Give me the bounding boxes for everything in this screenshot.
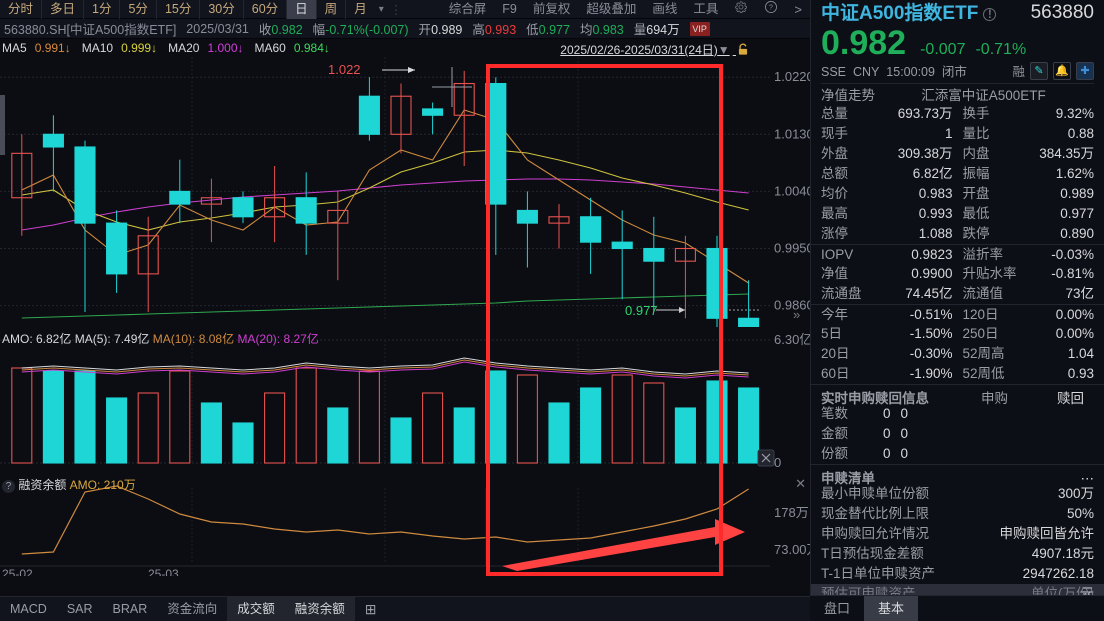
svg-text:1.022: 1.022 — [328, 62, 361, 77]
svg-text:0.977: 0.977 — [625, 303, 658, 318]
svg-text:0: 0 — [774, 455, 781, 470]
svg-text:1.0130: 1.0130 — [774, 126, 810, 141]
svg-text:»: » — [793, 307, 800, 322]
svg-text:73.00万: 73.00万 — [774, 542, 810, 557]
svg-text:0.9860: 0.9860 — [774, 298, 810, 313]
svg-text:1.0040: 1.0040 — [774, 183, 810, 198]
svg-text:25-03: 25-03 — [148, 567, 179, 576]
svg-text:25-02: 25-02 — [2, 567, 33, 576]
svg-text:6.30亿: 6.30亿 — [774, 332, 810, 347]
svg-text:1.0220: 1.0220 — [774, 69, 810, 84]
svg-text:?: ? — [769, 4, 773, 11]
svg-text:0.9950: 0.9950 — [774, 241, 810, 256]
svg-text:178万: 178万 — [774, 505, 809, 520]
